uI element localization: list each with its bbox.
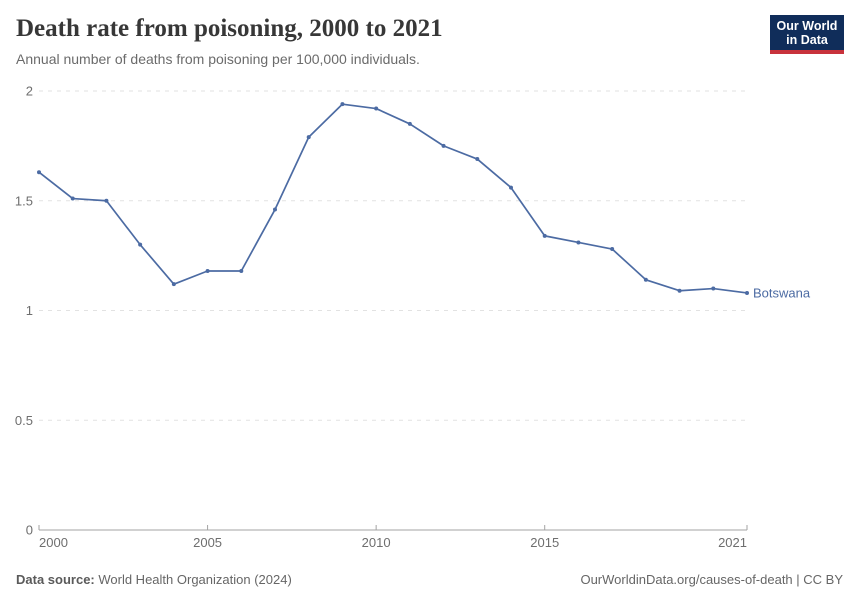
data-point	[171, 282, 176, 287]
x-tick-label: 2010	[362, 535, 391, 550]
gridlines	[38, 90, 748, 531]
data-point	[745, 290, 749, 295]
page-subtitle: Annual number of deaths from poisoning p…	[16, 51, 420, 68]
series-end-label: Botswana	[753, 285, 811, 300]
data-point	[374, 106, 379, 111]
data-point	[610, 247, 615, 252]
chart-footer: Data source: World Health Organization (…	[16, 572, 843, 587]
data-point	[37, 170, 41, 175]
data-point	[340, 102, 345, 107]
data-point	[138, 242, 143, 247]
data-source-label: Data source:	[16, 572, 95, 587]
x-tick-label: 2015	[530, 535, 559, 550]
data-source-value: World Health Organization (2024)	[94, 572, 292, 587]
data-point	[306, 135, 311, 140]
owid-logo-line-1: Our World	[776, 19, 838, 33]
y-tick-label: 1.5	[15, 193, 33, 208]
data-point	[509, 185, 513, 190]
data-points	[37, 102, 749, 295]
data-point	[104, 198, 109, 203]
data-point	[407, 121, 412, 126]
chart-area: 0 0.5 1 1.5 2 2000 2005 2010 2015 2021 Botswana	[0, 80, 850, 560]
axis-labels: 0 0.5 1 1.5 2 2000 2005 2010 2015 2021	[15, 84, 747, 551]
data-point	[70, 196, 75, 201]
credit-link: OurWorldinData.org/causes-of-death | CC …	[580, 572, 843, 587]
line-chart: 0 0.5 1 1.5 2 2000 2005 2010 2015 2021 Botswana	[15, 84, 811, 551]
page-title: Death rate from poisoning, 2000 to 2021	[16, 15, 443, 42]
chart-header: Death rate from poisoning, 2000 to 2021 …	[16, 15, 750, 68]
y-tick-label: 1	[26, 303, 33, 318]
x-tick-label: 2021	[718, 535, 747, 550]
owid-logo-line-2: in Data	[786, 33, 828, 47]
x-tick-label: 2005	[193, 535, 222, 550]
data-point	[643, 277, 648, 282]
data-point	[711, 286, 716, 291]
series-line	[38, 103, 748, 294]
data-point	[239, 268, 244, 273]
data-point	[441, 143, 446, 148]
data-point	[205, 268, 210, 273]
y-tick-label: 2	[26, 84, 33, 99]
x-tick-label: 2000	[39, 535, 68, 550]
data-point	[576, 240, 581, 245]
data-point	[677, 288, 682, 293]
data-point	[273, 207, 277, 212]
data-point	[475, 157, 480, 162]
data-source: Data source: World Health Organization (…	[16, 572, 292, 587]
data-point	[542, 233, 547, 238]
y-tick-label: 0.5	[15, 413, 33, 428]
owid-logo: Our World in Data	[770, 15, 844, 54]
y-tick-label: 0	[26, 523, 33, 538]
